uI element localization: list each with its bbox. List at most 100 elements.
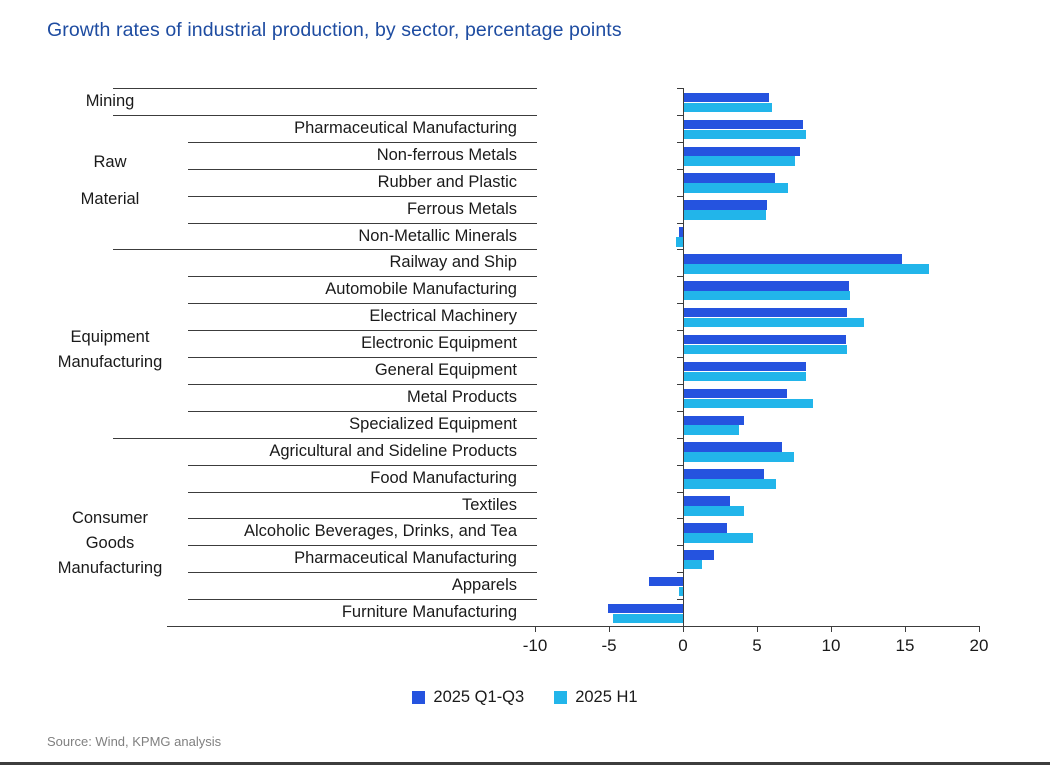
page-title: Growth rates of industrial production, b… xyxy=(47,19,622,41)
bar-2025-q1q3 xyxy=(683,92,769,103)
x-axis-tick xyxy=(905,626,906,632)
category-underline xyxy=(188,545,537,547)
category-axis-tick xyxy=(677,357,683,358)
category-axis-tick xyxy=(677,464,683,466)
bar-2025-q1q3 xyxy=(683,173,775,183)
x-axis-tick-label: 0 xyxy=(678,636,688,655)
category-label: Pharmaceutical Manufacturing xyxy=(294,118,517,137)
bar-2025-q1q3 xyxy=(683,200,768,210)
category-label: Metal Products xyxy=(406,387,517,406)
x-axis-line xyxy=(167,626,979,627)
group-separator-line xyxy=(113,249,537,251)
bar-2025-h1 xyxy=(683,183,789,193)
category-underline xyxy=(188,383,537,385)
category-axis-tick xyxy=(677,249,683,251)
x-axis-tick xyxy=(683,626,684,632)
group-label: Consumer xyxy=(71,508,149,527)
category-axis-tick xyxy=(677,114,683,116)
bar-2025-q1q3 xyxy=(607,603,683,614)
category-axis-tick xyxy=(677,599,683,601)
category-label: Apparels xyxy=(451,576,517,595)
category-label: General Equipment xyxy=(374,361,517,379)
bar-2025-h1 xyxy=(683,264,929,274)
category-label: Railway and Ship xyxy=(389,253,518,272)
category-underline xyxy=(188,303,537,305)
category-label: Rubber and Plastic xyxy=(377,172,517,191)
bar-2025-h1 xyxy=(683,344,848,355)
bar-2025-h1 xyxy=(683,290,851,301)
category-underline xyxy=(188,464,537,466)
bar-2025-h1 xyxy=(683,371,806,382)
bar-2025-q1q3 xyxy=(683,496,731,506)
category-underline xyxy=(188,599,537,601)
bar-2025-h1 xyxy=(683,425,740,435)
category-axis-tick xyxy=(677,383,683,385)
group-label: Material xyxy=(80,189,140,208)
category-axis-tick xyxy=(677,303,683,305)
bar-2025-q1q3 xyxy=(683,415,744,426)
category-underline xyxy=(188,410,537,412)
chart-legend: 2025 Q1-Q3 2025 H1 xyxy=(0,686,1050,708)
category-label: Automobile Manufacturing xyxy=(325,280,517,299)
bar-2025-q1q3 xyxy=(648,576,683,587)
bar-2025-h1 xyxy=(678,586,683,597)
bar-2025-q1q3 xyxy=(683,361,806,372)
x-axis-tick xyxy=(535,626,536,632)
category-underline xyxy=(188,141,537,143)
category-label: Ferrous Metals xyxy=(406,199,517,218)
category-axis-tick xyxy=(677,572,683,574)
bar-2025-q1q3 xyxy=(683,469,765,479)
bar-2025-q1q3 xyxy=(683,119,803,130)
bar-2025-h1 xyxy=(683,479,777,489)
category-axis-tick xyxy=(677,168,683,170)
category-underline xyxy=(188,168,537,170)
category-underline xyxy=(188,330,537,332)
category-label: Alcoholic Beverages, Drinks, and Tea xyxy=(243,522,517,541)
category-label: Non-Metallic Minerals xyxy=(358,226,517,245)
category-axis-tick xyxy=(677,276,683,278)
category-underline xyxy=(188,222,537,224)
category-axis-tick xyxy=(677,195,683,197)
category-label: Agricultural and Sideline Products xyxy=(269,441,517,460)
category-label: Textiles xyxy=(461,495,517,514)
category-underline xyxy=(188,491,537,493)
category-axis-tick xyxy=(677,491,683,493)
legend-label-2025-h1: 2025 H1 xyxy=(575,687,638,706)
source-note: Source: Wind, KPMG analysis xyxy=(47,734,222,749)
category-axis-tick xyxy=(677,545,683,547)
x-axis-tick xyxy=(979,626,980,632)
x-axis-tick-label: 15 xyxy=(895,636,915,655)
x-axis-tick-label: 10 xyxy=(821,636,841,655)
group-label: Raw xyxy=(93,152,127,171)
x-axis-tick-label: -5 xyxy=(601,636,617,655)
x-axis-tick xyxy=(831,626,832,632)
bar-2025-q1q3 xyxy=(683,334,846,345)
bar-2025-q1q3 xyxy=(683,146,800,157)
category-label: Specialized Equipment xyxy=(349,414,517,433)
category-underline xyxy=(188,357,537,358)
category-label: Electrical Machinery xyxy=(369,307,517,326)
category-underline xyxy=(188,276,537,278)
bottom-border xyxy=(0,762,1050,765)
group-separator-line xyxy=(113,114,537,116)
category-label: Non-ferrous Metals xyxy=(376,145,517,164)
bar-2025-q1q3 xyxy=(683,254,903,264)
bar-2025-h1 xyxy=(683,506,744,516)
category-axis-tick xyxy=(677,330,683,332)
group-label: Mining xyxy=(85,92,135,110)
bar-2025-h1 xyxy=(683,129,806,140)
legend-swatch-2025-q1q3 xyxy=(412,690,426,704)
legend-item-2025-h1: 2025 H1 xyxy=(554,687,638,707)
category-underline xyxy=(188,572,537,574)
bar-2025-q1q3 xyxy=(683,281,849,291)
category-label: Electronic Equipment xyxy=(361,334,517,353)
category-axis-tick xyxy=(677,410,683,412)
bar-2025-h1 xyxy=(683,533,753,543)
bar-2025-h1 xyxy=(613,613,683,624)
category-underline xyxy=(188,518,537,520)
bar-2025-h1 xyxy=(683,559,703,570)
category-label: Pharmaceutical Manufacturing xyxy=(294,549,517,568)
category-label: Furniture Manufacturing xyxy=(341,603,517,622)
group-separator-line xyxy=(113,437,537,439)
